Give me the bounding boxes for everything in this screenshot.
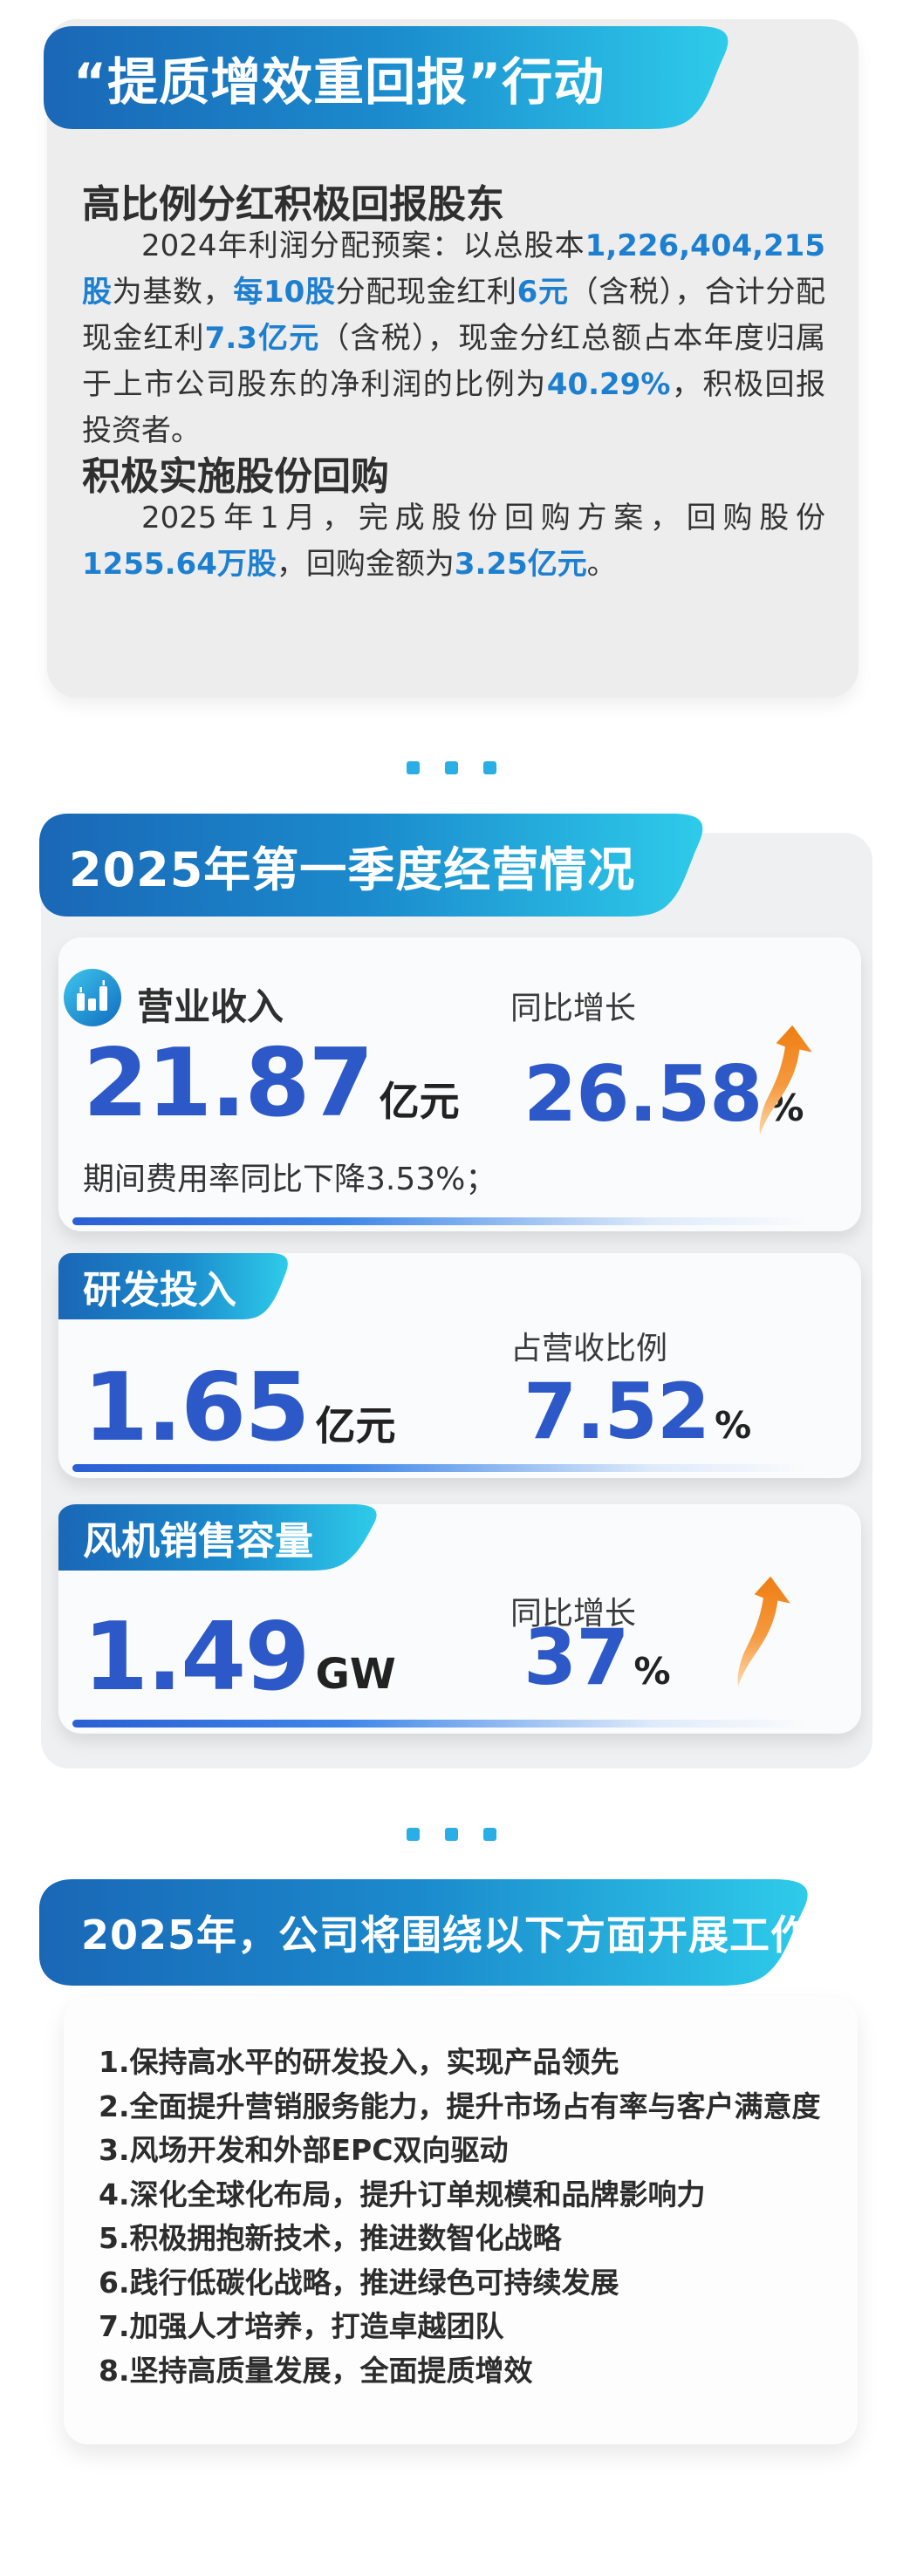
dividend-paragraph: 2024年利润分配预案：以总股本1,226,404,215股为基数，每10股分配… <box>82 223 825 454</box>
rnd-tag-label: 研发投入 <box>83 1268 236 1312</box>
revenue-unit: 亿元 <box>379 1078 460 1126</box>
card-accent-line <box>72 1720 847 1728</box>
highlighted-figure: 1255.64万股 <box>82 547 277 582</box>
highlighted-figure: 7.3亿元 <box>204 321 320 356</box>
dot-icon <box>483 761 496 774</box>
plan-banner: 2025年，公司将围绕以下方面开展工作: <box>39 1879 838 1986</box>
revenue-label: 营业收入 <box>137 985 284 1028</box>
rnd-ratio-unit: % <box>715 1403 752 1447</box>
tag-swoosh-shape <box>58 1504 377 1571</box>
dot-icon <box>407 761 420 774</box>
paragraph-text: 2024年利润分配预案：以总股本 <box>141 228 585 263</box>
revenue-value-row: 21.87 亿元 <box>83 1029 460 1138</box>
dot-icon <box>445 761 458 774</box>
turbine-metric-label: 同比增长 <box>510 1596 637 1632</box>
plan-list-item: 5.积极拥抱新技术，推进数智化战略 <box>99 2221 562 2255</box>
paragraph-text: ，回购金额为 <box>276 547 455 582</box>
highlighted-figure: 每10股 <box>233 275 336 310</box>
banner-swoosh-shape <box>39 814 703 917</box>
turbine-growth-row: 37 % <box>523 1612 671 1702</box>
buyback-heading: 积极实施股份回购 <box>82 454 389 499</box>
plan-banner-title: 2025年，公司将围绕以下方面开展工作: <box>81 1912 829 1959</box>
revenue-metric-label: 同比增长 <box>510 991 637 1026</box>
revenue-growth-row: 26.58 % <box>523 1049 804 1139</box>
growth-arrow-icon <box>737 1576 790 1687</box>
paragraph-text: （含税），合计分配现金红利 <box>82 275 826 356</box>
plan-list-item: 3.风场开发和外部EPC双向驱动 <box>99 2133 509 2167</box>
banner-swoosh-shape <box>44 26 729 129</box>
highlighted-figure: 3.25亿元 <box>454 547 587 582</box>
paragraph-text: 。 <box>586 547 617 582</box>
turbine-unit: GW <box>315 1650 396 1700</box>
rnd-card: 研发投入 占营收比例 1.65 亿元 7.52 % <box>58 1253 861 1478</box>
turbine-value-row: 1.49 GW <box>83 1603 396 1712</box>
dividend-card: 高比例分红积极回报股东 2024年利润分配预案：以总股本1,226,404,21… <box>47 19 859 698</box>
action-banner-title: “提质增效重回报”行动 <box>73 52 605 112</box>
plan-list-item: 8.坚持高质量发展，全面提质增效 <box>99 2353 533 2388</box>
rnd-value-row: 1.65 亿元 <box>83 1353 396 1462</box>
paragraph-text: 分配现金红利 <box>335 275 517 310</box>
q1-banner-title: 2025年第一季度经营情况 <box>69 842 636 897</box>
dot-icon <box>445 1828 458 1841</box>
dividend-heading: 高比例分红积极回报股东 <box>82 182 504 227</box>
action-banner: “提质增效重回报”行动 <box>44 26 755 129</box>
paragraph-text: （含税），现金分红总额占本年度归属于上市公司股东的净利润的比例为 <box>82 321 826 402</box>
paragraph-text: 2025年1月，完成股份回购方案，回购股份 <box>141 501 825 535</box>
dot-icon <box>407 1828 420 1841</box>
plan-list-item: 1.保持高水平的研发投入，实现产品领先 <box>99 2045 619 2079</box>
revenue-card: 营业收入 同比增长 21.87 亿元 26.58 % 期间费用率同比下降3.53… <box>58 937 861 1231</box>
q1-banner: 2025年第一季度经营情况 <box>39 814 729 917</box>
revenue-growth-value: 26.58 <box>523 1049 763 1139</box>
rnd-ratio-value: 7.52 <box>523 1366 710 1456</box>
turbine-sales-card: 风机销售容量 同比增长 1.49 GW 37 % <box>58 1504 861 1734</box>
plan-list-item: 6.践行低碳化战略，推进绿色可持续发展 <box>99 2265 619 2300</box>
turbine-growth-unit: % <box>633 1649 671 1693</box>
turbine-growth-value: 37 <box>523 1612 629 1702</box>
paragraph-text: 为基数， <box>112 275 234 310</box>
rnd-value: 1.65 <box>83 1353 310 1462</box>
highlighted-figure: 6元 <box>516 275 569 310</box>
rnd-tag: 研发投入 <box>58 1253 329 1319</box>
rnd-unit: 亿元 <box>315 1402 396 1450</box>
banner-swoosh-shape <box>39 1879 808 1986</box>
card-accent-line <box>72 1464 847 1472</box>
dot-icon <box>483 1828 496 1841</box>
card-accent-line <box>72 1217 847 1225</box>
growth-arrow-icon <box>759 1025 812 1135</box>
paragraph-text: ，积极回报投资者。 <box>82 367 825 448</box>
revenue-value: 21.87 <box>83 1029 374 1138</box>
bar-chart-icon <box>64 969 121 1026</box>
expense-ratio-note: 期间费用率同比下降3.53%； <box>83 1162 497 1197</box>
buyback-paragraph: 2025年1月，完成股份回购方案，回购股份 1255.64万股，回购金额为3.25… <box>82 495 825 588</box>
plan-list: 1.保持高水平的研发投入，实现产品领先 2.全面提升营销服务能力，提升市场占有率与… <box>64 1997 858 2393</box>
divider-dots <box>0 761 903 774</box>
plan-list-item: 7.加强人才培养，打造卓越团队 <box>99 2309 504 2343</box>
rnd-ratio-row: 7.52 % <box>523 1366 752 1456</box>
plan-list-item: 2.全面提升营销服务能力，提升市场占有率与客户满意度 <box>99 2089 821 2123</box>
plan-list-item: 4.深化全球化布局，提升订单规模和品牌影响力 <box>99 2177 706 2211</box>
turbine-value: 1.49 <box>83 1603 310 1712</box>
turbine-tag-label: 风机销售容量 <box>83 1519 313 1564</box>
tag-swoosh-shape <box>58 1253 288 1319</box>
divider-dots <box>0 1828 903 1841</box>
rnd-metric-label: 占营收比例 <box>510 1331 668 1366</box>
highlighted-figure: 40.29% <box>546 367 671 402</box>
turbine-tag: 风机销售容量 <box>58 1504 434 1571</box>
plan-card: 1.保持高水平的研发投入，实现产品领先 2.全面提升营销服务能力，提升市场占有率与… <box>64 1997 858 2444</box>
highlighted-figure: 1,226,404,215股 <box>82 228 825 310</box>
